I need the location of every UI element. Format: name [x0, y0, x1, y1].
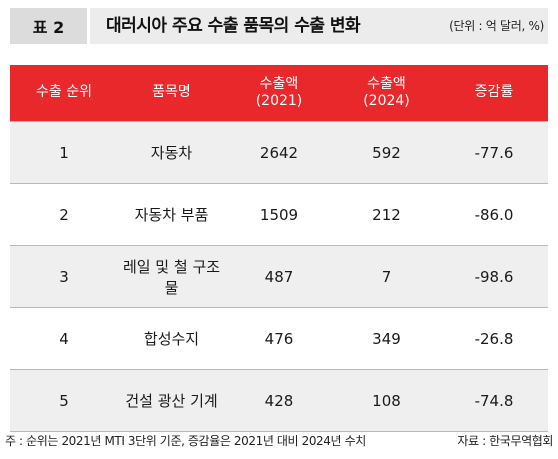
unit-label: (단위 : 억 달러, %): [449, 19, 544, 33]
table-title: 대러시아 주요 수출 품목의 수출 변화: [106, 16, 361, 36]
table-row: 5 건설 광산 기계 428 108 -74.8: [10, 369, 548, 432]
cell-export-2021: 428: [225, 369, 333, 432]
cell-rank: 1: [10, 121, 118, 184]
cell-item: 자동차: [118, 121, 225, 184]
col-header-export-2024-line2: (2024): [363, 93, 410, 109]
cell-item: 레일 및 철 구조물: [118, 245, 225, 308]
cell-export-2024: 349: [333, 307, 440, 370]
cell-item: 건설 광산 기계: [118, 369, 225, 432]
col-header-rank: 수출 순위: [10, 65, 118, 122]
cell-export-2024: 108: [333, 369, 440, 432]
col-header-export-2021: 수출액 (2021): [225, 65, 333, 122]
cell-rank: 5: [10, 369, 118, 432]
table-header-row: 수출 순위 품목명 수출액 (2021) 수출액 (2024) 증감률: [10, 65, 548, 122]
cell-export-2024: 592: [333, 121, 440, 184]
cell-export-2021: 2642: [225, 121, 333, 184]
table-row: 2 자동차 부품 1509 212 -86.0: [10, 183, 548, 246]
table-footer: 주 : 순위는 2021년 MTI 3단위 기준, 증감율은 2021년 대비 …: [5, 432, 553, 452]
table-row: 4 합성수지 476 349 -26.8: [10, 307, 548, 370]
cell-export-2024: 212: [333, 183, 440, 246]
cell-item: 합성수지: [118, 307, 225, 370]
cell-export-2021: 476: [225, 307, 333, 370]
table-row: 1 자동차 2642 592 -77.6: [10, 121, 548, 184]
cell-export-2021: 487: [225, 245, 333, 308]
cell-export-2024: 7: [333, 245, 440, 308]
cell-change: -74.8: [440, 369, 548, 432]
cell-change: -98.6: [440, 245, 548, 308]
col-header-change: 증감률: [440, 65, 548, 122]
cell-change: -86.0: [440, 183, 548, 246]
cell-export-2021: 1509: [225, 183, 333, 246]
table-number-tag: 표 2: [10, 8, 87, 44]
source-note: 자료 : 한국무역협회: [457, 434, 553, 448]
col-header-export-2021-line2: (2021): [255, 93, 303, 109]
col-header-export-2024-line1: 수출액: [367, 75, 406, 92]
col-header-export-2021-line1: 수출액: [259, 75, 299, 92]
col-header-item: 품목명: [118, 65, 225, 122]
col-header-export-2024: 수출액 (2024): [333, 65, 440, 122]
cell-rank: 4: [10, 307, 118, 370]
cell-item: 자동차 부품: [118, 183, 225, 246]
title-bar: 대러시아 주요 수출 품목의 수출 변화 (단위 : 억 달러, %): [90, 8, 548, 44]
table-header: 표 2 대러시아 주요 수출 품목의 수출 변화 (단위 : 억 달러, %): [0, 0, 558, 44]
cell-change: -26.8: [440, 307, 548, 370]
cell-rank: 2: [10, 183, 118, 246]
cell-rank: 3: [10, 245, 118, 308]
footnote: 주 : 순위는 2021년 MTI 3단위 기준, 증감율은 2021년 대비 …: [5, 434, 366, 448]
export-table: 수출 순위 품목명 수출액 (2021) 수출액 (2024) 증감률 1 자동…: [10, 65, 548, 432]
cell-change: -77.6: [440, 121, 548, 184]
table-row: 3 레일 및 철 구조물 487 7 -98.6: [10, 245, 548, 308]
